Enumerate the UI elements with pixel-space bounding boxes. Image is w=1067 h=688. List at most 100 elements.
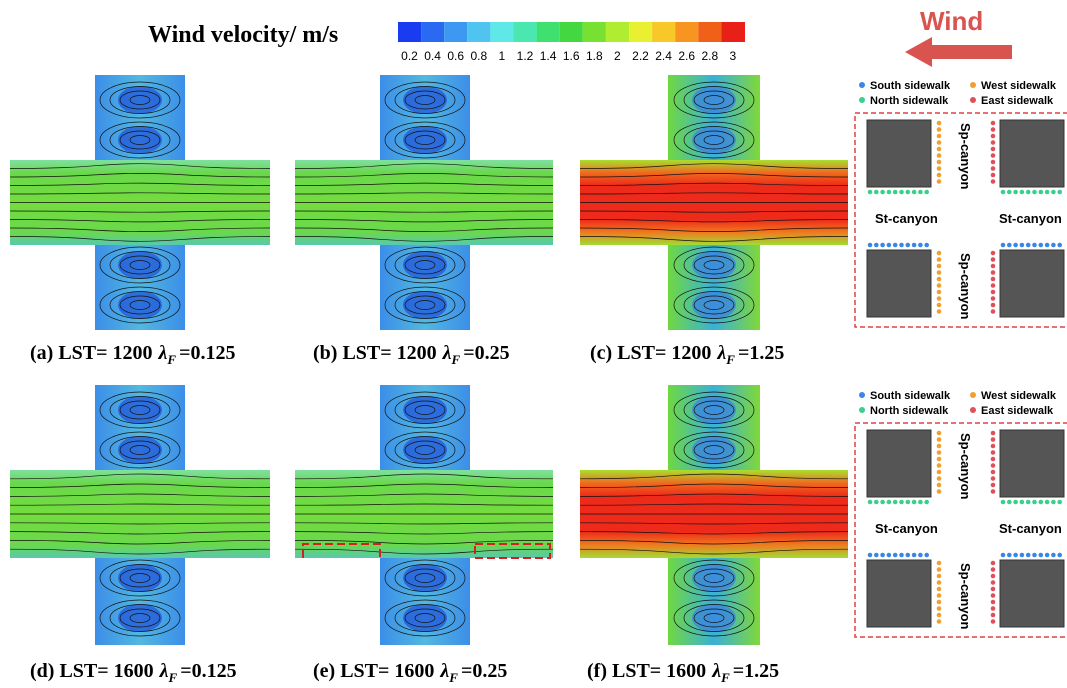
sidewalk-dot	[936, 567, 942, 572]
sidewalk-dot	[990, 619, 996, 624]
sidewalk-dot	[1051, 499, 1056, 505]
streamline	[394, 126, 456, 154]
streamline	[9, 163, 271, 169]
streamline	[9, 522, 271, 525]
streamline	[404, 440, 446, 460]
sidewalk-dot	[1007, 552, 1012, 558]
sidewalk-dot	[990, 450, 996, 455]
canyon-label: St-canyon	[875, 211, 938, 226]
streamline	[673, 286, 755, 324]
streamline	[294, 163, 554, 169]
sidewalk-dot	[990, 612, 996, 618]
panel-caption: (b) LST= 1200 λF =0.25	[313, 342, 510, 367]
building	[866, 249, 932, 318]
building	[999, 249, 1065, 318]
streamline	[99, 391, 181, 429]
sidewalk-dot	[990, 469, 996, 475]
sidewalk-dot	[936, 159, 942, 165]
legend-label: South sidewalk	[870, 80, 951, 92]
vortex-core	[403, 86, 447, 114]
vortex-core	[692, 564, 736, 592]
streamline	[9, 483, 271, 488]
canyon-label: Sp-canyon	[958, 433, 973, 500]
sidewalk-dot	[1051, 242, 1056, 248]
streamline	[384, 121, 466, 159]
title: Wind velocity/ m/s	[148, 22, 338, 48]
vortex-core	[118, 436, 162, 464]
streamline	[294, 531, 554, 535]
streamline	[119, 295, 161, 315]
streamline	[119, 608, 161, 628]
canyon-label: Sp-canyon	[958, 123, 973, 190]
sidewalk-dot	[886, 189, 892, 195]
sidewalk-dot	[990, 573, 996, 579]
streamline	[294, 227, 554, 232]
sidewalk-dot	[1025, 189, 1031, 195]
building	[999, 119, 1065, 188]
streamline	[294, 182, 554, 186]
caption-symbol: λ	[442, 342, 452, 364]
caption-subscript: F	[166, 352, 176, 367]
sidewalk-dot	[936, 606, 942, 611]
flow-panel	[9, 385, 271, 645]
streamline	[109, 86, 171, 114]
sidewalk-dot	[886, 552, 892, 558]
legend-marker	[970, 97, 976, 103]
vortex-core	[403, 126, 447, 154]
sidewalk-dot	[1019, 189, 1025, 195]
sidewalk-dot	[880, 189, 885, 195]
sidewalk-dot	[924, 552, 929, 558]
streamline	[109, 396, 171, 424]
sidewalk-dot	[990, 489, 996, 494]
sidewalk-dot	[874, 499, 879, 505]
streamline	[703, 405, 725, 415]
streamline	[683, 436, 745, 464]
sidewalk-dot	[1013, 242, 1018, 248]
streamline	[579, 493, 849, 497]
sidewalk-dot	[990, 250, 996, 256]
streamline	[404, 130, 446, 150]
sidewalk-dot	[936, 580, 942, 585]
building	[999, 429, 1065, 498]
streamline	[414, 95, 436, 105]
legend-label: East sidewalk	[981, 405, 1054, 417]
caption-subscript: F	[725, 352, 735, 367]
sidewalk-dot	[1044, 242, 1050, 248]
caption-subscript: F	[168, 670, 178, 685]
sidewalk-dot	[911, 552, 917, 558]
sidewalk-dot	[905, 189, 911, 195]
caption-symbol: λ	[439, 660, 449, 682]
legend-label: South sidewalk	[870, 390, 951, 402]
streamline	[683, 604, 745, 632]
streamline	[703, 300, 725, 310]
sidewalk-dot	[936, 482, 942, 488]
sidewalk-dot	[936, 476, 942, 481]
colorbar-tick-label: 1.2	[517, 49, 534, 63]
sidewalk-dot	[990, 560, 996, 566]
sidewalk-dot	[1019, 552, 1025, 558]
sidewalk-dot	[1057, 189, 1062, 195]
sidewalk-dot	[1019, 499, 1025, 505]
sidewalk-dot	[936, 489, 942, 494]
sidewalk-dot	[936, 127, 942, 132]
streamline	[294, 210, 554, 213]
panel-caption: (c) LST= 1200 λF =1.25	[590, 342, 784, 367]
sidewalk-dot	[990, 296, 996, 301]
sidewalk-dot	[936, 283, 942, 288]
sidewalk-dot	[936, 619, 942, 624]
sidewalk-dot	[990, 482, 996, 488]
sidewalk-dot	[1000, 499, 1006, 505]
streamline	[294, 522, 554, 525]
caption-suffix: =0.125	[180, 660, 236, 682]
sidewalk-dot	[936, 456, 942, 462]
sidewalk-dot	[990, 309, 996, 314]
canyon-label: St-canyon	[999, 521, 1062, 536]
streamline	[384, 246, 466, 284]
vortex-core	[692, 86, 736, 114]
building	[866, 559, 932, 628]
flow-panel	[579, 385, 849, 645]
streamline	[129, 260, 151, 270]
streamline	[384, 559, 466, 597]
sidewalk-dot	[936, 443, 942, 449]
caption-suffix: =1.25	[738, 342, 784, 364]
